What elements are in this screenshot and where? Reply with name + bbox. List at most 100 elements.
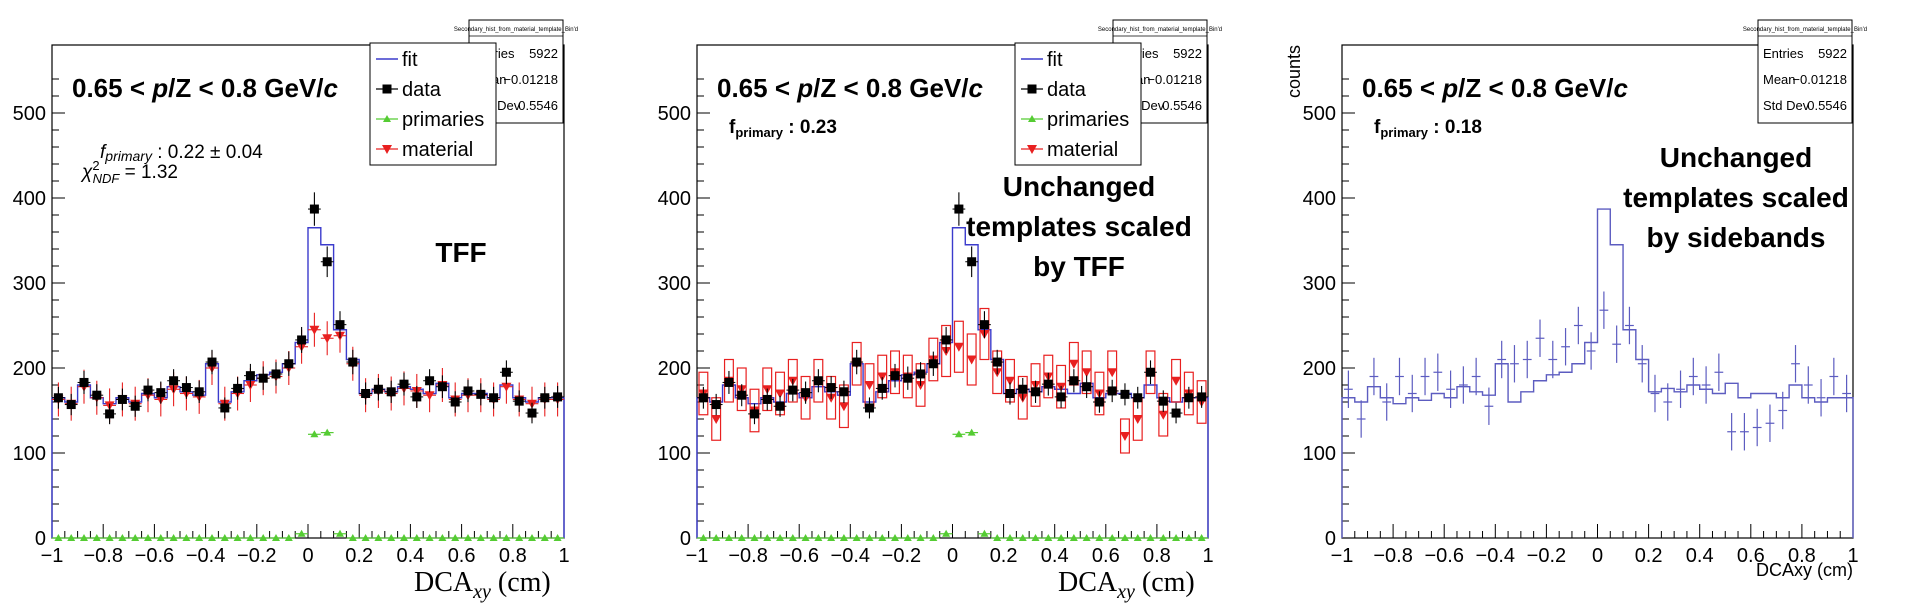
primaries-point — [827, 534, 836, 541]
data-point — [1120, 389, 1130, 399]
data-point — [1197, 392, 1207, 402]
data-point — [711, 400, 721, 410]
x-tick-label: 0 — [302, 545, 313, 567]
material-sys-box — [762, 367, 773, 412]
legend-label: primaries — [1047, 109, 1129, 131]
primaries-point — [750, 534, 759, 541]
annotation-line: by TFF — [1033, 251, 1125, 282]
data-point — [130, 401, 140, 411]
primaries-point — [763, 534, 772, 541]
primaries-point — [80, 534, 88, 541]
primaries-point — [1120, 534, 1129, 541]
y-tick-label: 200 — [658, 358, 691, 380]
data-point — [425, 376, 435, 386]
y-tick-label: 100 — [13, 443, 46, 465]
primaries-point — [361, 534, 370, 541]
material-sys-box — [1017, 375, 1028, 420]
x-tick-label: 1 — [1847, 545, 1858, 567]
primaries-point — [438, 534, 447, 541]
stats-value: 5922 — [1818, 46, 1847, 61]
data-point — [839, 387, 849, 397]
material-point — [1158, 410, 1169, 420]
material-sys-box — [736, 367, 747, 412]
primaries-point — [737, 534, 746, 541]
x-tick-label: 0.6 — [448, 545, 476, 567]
legend: fit data primaries material — [369, 42, 497, 166]
data-point — [852, 357, 862, 367]
stats-value: 0.5546 — [1162, 98, 1202, 113]
primaries-point — [1133, 534, 1142, 541]
legend-label: material — [402, 139, 473, 161]
stats-value: 0.5546 — [518, 98, 558, 113]
material-point — [309, 325, 320, 335]
primaries-point — [208, 534, 216, 541]
data-point — [105, 409, 115, 419]
material-point — [838, 402, 849, 412]
data-point — [788, 385, 798, 395]
primaries-point — [336, 529, 344, 537]
x-tick-label: 0.6 — [1737, 545, 1765, 567]
primaries-point — [425, 534, 434, 541]
y-tick-label: 500 — [1303, 103, 1336, 125]
material-point — [711, 415, 722, 424]
stats-label: Entries — [1763, 46, 1804, 61]
material-point — [1027, 145, 1037, 154]
material-point — [864, 381, 875, 390]
primaries-point — [712, 534, 721, 541]
data-point — [749, 409, 759, 419]
data-point — [941, 335, 951, 345]
material-sys-box — [1196, 380, 1207, 424]
stats-label: Mean — [1763, 72, 1796, 87]
primaries-point — [1108, 534, 1117, 541]
primaries-point — [528, 534, 536, 541]
f-primary-label: fprimary : 0.23 — [729, 117, 837, 140]
x-tick-label: −0.2 — [882, 545, 921, 567]
primaries-point — [788, 534, 797, 541]
f-primary-label: fprimary : 0.18 — [1374, 117, 1482, 140]
data-point — [271, 369, 281, 379]
x-tick-label: 0 — [947, 545, 958, 567]
data-point — [967, 257, 977, 267]
primaries-point — [1069, 534, 1078, 541]
y-tick-label: 200 — [13, 358, 46, 380]
primaries-point — [1184, 534, 1193, 541]
y-tick-label: 100 — [1303, 443, 1336, 465]
primaries-point — [144, 534, 152, 541]
primaries-point — [1018, 534, 1027, 541]
data-point — [361, 389, 371, 398]
data-point — [1171, 408, 1181, 418]
primaries-point — [980, 529, 989, 537]
primaries-point — [348, 534, 357, 541]
data-point — [1056, 392, 1066, 402]
data-point — [489, 393, 499, 403]
chart-panel-3: 0 100 200 300 400 500 −1 −0.8 −0.6 −0.4 −0.2 0 0.2 0.… — [1284, 19, 1867, 580]
y-tick-label: 400 — [1303, 188, 1336, 210]
data-point — [1082, 382, 1092, 392]
stats-title: Secondary_hist_from_material_template_Bi… — [454, 27, 578, 33]
data-point — [437, 382, 447, 392]
primaries-point — [464, 534, 472, 541]
data-point — [322, 257, 332, 267]
data-point — [194, 387, 204, 397]
primaries-point — [156, 534, 165, 541]
material-sys-box — [787, 358, 798, 403]
data-point — [813, 376, 823, 386]
data-point — [1184, 393, 1194, 403]
primaries-point — [865, 534, 874, 541]
data-point — [284, 359, 294, 369]
primaries-point — [323, 428, 332, 436]
data-point — [1031, 387, 1041, 397]
primaries-point — [182, 534, 191, 541]
y-tick-label: 0 — [680, 528, 691, 550]
primaries-point — [839, 534, 848, 541]
material-point — [877, 372, 888, 382]
data-point — [864, 403, 874, 413]
data-point — [877, 383, 887, 393]
data-point — [335, 320, 345, 330]
annotation-line: templates scaled — [966, 211, 1192, 242]
x-tick-label: 0.2 — [1635, 545, 1663, 567]
primaries-point — [967, 428, 976, 436]
x-axis-title: DCAxy (cm) — [414, 567, 551, 603]
primaries-point — [993, 534, 1002, 541]
annotation-line: Unchanged — [1003, 171, 1155, 202]
